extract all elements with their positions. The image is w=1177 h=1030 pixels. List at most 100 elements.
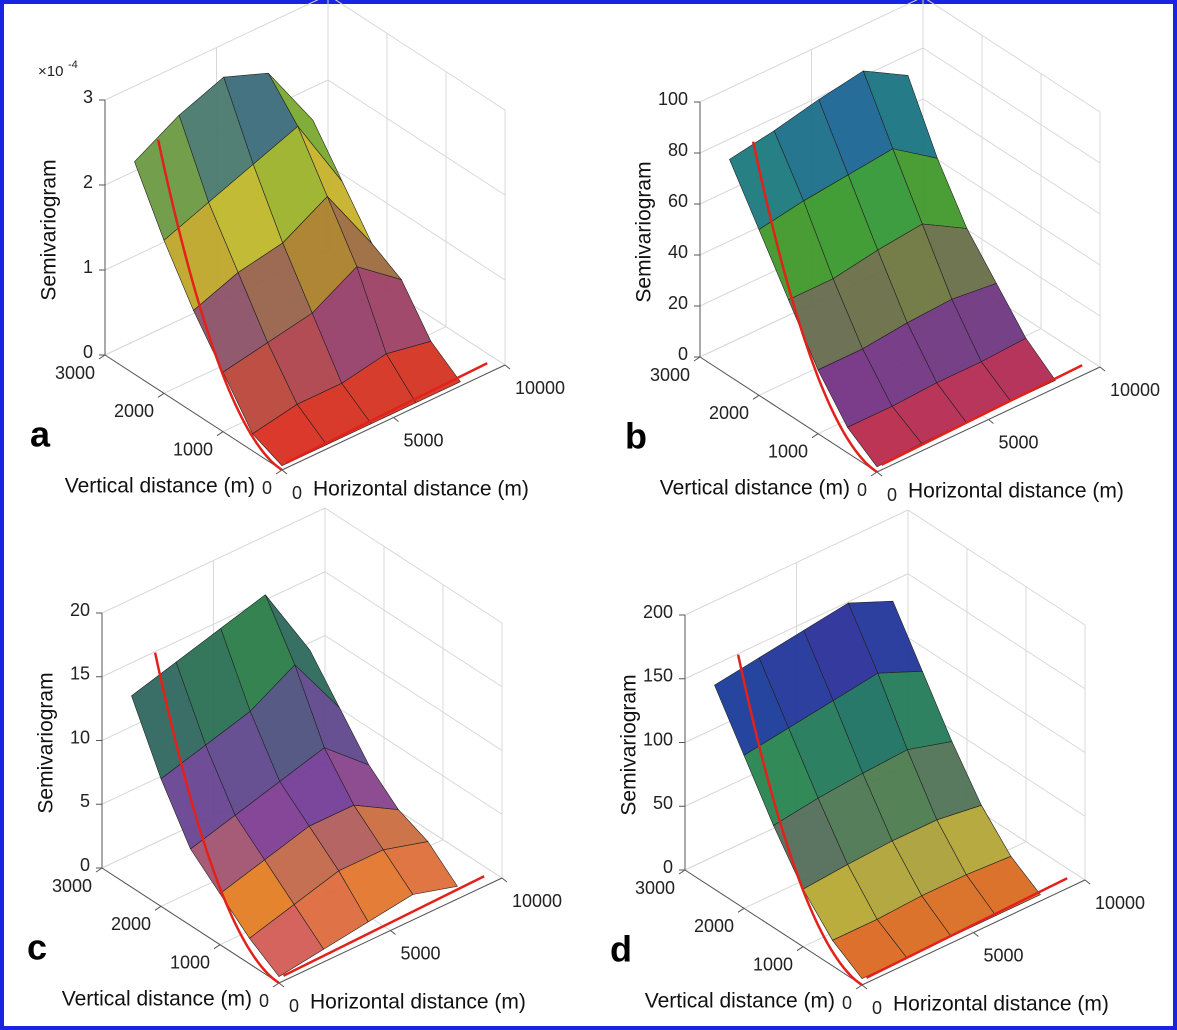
multiplier-base: ×10 xyxy=(38,63,63,80)
model-curve xyxy=(751,141,878,474)
panel: 02040608010001000200030000500010000Verti… xyxy=(625,0,1160,505)
z-axis-label: Semivariogram xyxy=(35,672,58,813)
y-tick-label: 2000 xyxy=(709,403,749,423)
y-tick-label: 0 xyxy=(857,480,867,500)
y-tick-label: 3000 xyxy=(55,363,95,383)
tick-mark xyxy=(861,984,868,990)
tick-mark xyxy=(678,869,686,875)
y-axis-label: Vertical distance (m) xyxy=(62,988,252,1011)
y-axis xyxy=(699,356,878,473)
z-tick-label: 60 xyxy=(668,191,688,211)
tick-mark xyxy=(154,905,162,911)
y-axis-label: Vertical distance (m) xyxy=(645,990,835,1013)
grid-line xyxy=(327,79,506,196)
z-tick-label: 200 xyxy=(643,602,673,622)
z-tick-label: 0 xyxy=(663,857,673,877)
grid-line xyxy=(907,637,1086,753)
x-axis-label: Horizontal distance (m) xyxy=(310,991,526,1014)
z-axis-label: Semivariogram xyxy=(633,161,656,302)
y-tick-label: 3000 xyxy=(650,365,690,385)
z-tick-label: 20 xyxy=(70,600,90,620)
panel: 05010015020001000200030000500010000Verti… xyxy=(610,509,1145,1018)
panel-label: c xyxy=(27,927,47,968)
y-tick-label: 0 xyxy=(842,993,852,1013)
grid-line xyxy=(324,571,503,688)
grid-line xyxy=(922,98,1101,215)
z-tick-label: 80 xyxy=(668,140,688,160)
grid-line xyxy=(334,0,506,111)
z-tick-label: 20 xyxy=(668,293,688,313)
z-tick-label: 50 xyxy=(653,793,673,813)
panel-label: b xyxy=(625,416,647,457)
y-tick-label: 1000 xyxy=(173,439,213,459)
model-curve xyxy=(285,362,488,464)
tick-mark xyxy=(501,877,508,883)
x-tick-label: 10000 xyxy=(515,378,565,398)
tick-mark xyxy=(693,356,701,362)
tick-mark xyxy=(281,469,288,475)
y-axis xyxy=(104,354,283,471)
x-tick-label: 5000 xyxy=(999,432,1039,452)
grid-line xyxy=(324,507,503,624)
tick-mark xyxy=(504,364,511,370)
tick-mark xyxy=(855,984,863,990)
x-tick-label: 5000 xyxy=(404,430,444,450)
z-tick-label: 2 xyxy=(83,172,93,192)
x-tick-label: 0 xyxy=(289,996,299,1016)
model-curve xyxy=(153,652,280,985)
panel-label: d xyxy=(610,929,632,970)
z-tick-label: 150 xyxy=(643,666,673,686)
x-axis-label: Horizontal distance (m) xyxy=(313,478,529,501)
tick-mark xyxy=(95,867,103,873)
tick-mark xyxy=(973,932,979,937)
y-axis-label: Vertical distance (m) xyxy=(65,475,255,498)
surface-patch xyxy=(249,904,325,978)
model-curve xyxy=(865,877,1068,979)
x-tick-label: 10000 xyxy=(512,891,562,911)
x-tick-label: 10000 xyxy=(1110,380,1160,400)
panel-label: a xyxy=(30,414,51,455)
tick-mark xyxy=(393,417,399,422)
tick-mark xyxy=(752,394,760,400)
y-axis xyxy=(101,867,280,984)
y-tick-label: 1000 xyxy=(170,952,210,972)
y-tick-label: 3000 xyxy=(635,878,675,898)
z-tick-label: 100 xyxy=(658,89,688,109)
grid-line xyxy=(922,149,1101,266)
tick-mark xyxy=(278,982,285,988)
tick-mark xyxy=(988,419,994,424)
z-tick-label: 5 xyxy=(80,791,90,811)
z-tick-label: 15 xyxy=(70,664,90,684)
grid-line xyxy=(907,573,1086,690)
x-tick-label: 0 xyxy=(872,998,882,1018)
tick-mark xyxy=(796,946,804,952)
tick-mark xyxy=(1084,879,1091,885)
x-tick-label: 0 xyxy=(887,485,897,505)
grid-line xyxy=(922,47,1101,164)
x-tick-label: 10000 xyxy=(1095,893,1145,913)
z-tick-label: 100 xyxy=(643,729,673,749)
y-tick-label: 2000 xyxy=(114,401,154,421)
z-axis-label: Semivariogram xyxy=(618,674,641,815)
z-tick-label: 0 xyxy=(80,855,90,875)
grid-line xyxy=(907,509,1086,626)
model-curve xyxy=(156,139,283,472)
tick-mark xyxy=(811,433,819,439)
y-tick-label: 1000 xyxy=(753,954,793,974)
tick-mark xyxy=(275,469,283,475)
z-tick-label: 0 xyxy=(678,344,688,364)
z-tick-label: 40 xyxy=(668,242,688,262)
tick-mark xyxy=(272,982,280,988)
y-tick-label: 1000 xyxy=(768,441,808,461)
tick-mark xyxy=(390,930,396,935)
grid-line xyxy=(324,698,503,815)
panel: 0510152001000200030000500010000Vertical … xyxy=(27,507,562,1016)
tick-mark xyxy=(157,392,165,398)
model-curve xyxy=(736,654,863,987)
y-tick-label: 0 xyxy=(259,991,269,1011)
x-tick-label: 5000 xyxy=(401,943,441,963)
grid-line xyxy=(926,0,1101,113)
x-tick-label: 0 xyxy=(292,483,302,503)
